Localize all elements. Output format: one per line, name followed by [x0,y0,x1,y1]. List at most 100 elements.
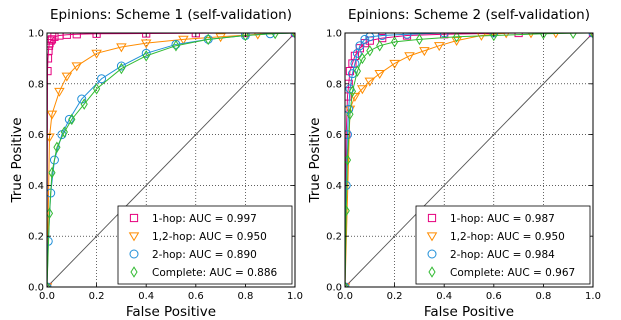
series-point-1 [91,49,102,59]
x-tick-label: 0.0 [337,291,353,302]
series-point-1 [404,52,415,62]
series-point-3 [47,281,51,287]
y-tick-label: 0.8 [28,79,44,90]
series-point-1 [54,87,65,97]
plot-area [47,33,295,287]
legend: 1-hop: AUC = 0.997 1,2-hop: AUC = 0.950 2-… [117,205,293,285]
series-point-1 [419,47,430,57]
legend-entry-1: 1,2-hop: AUC = 0.950 [450,231,565,243]
series-point-1 [503,33,510,39]
series-point-3 [345,281,349,287]
series-point-0 [514,33,523,38]
series-point-3 [93,83,101,95]
legend-marker-1 [426,232,438,242]
y-tick-label: 0.4 [326,181,342,192]
series-point-2 [350,58,360,68]
series-point-0 [345,92,352,101]
series-point-3 [539,33,547,40]
series-point-1 [71,62,83,72]
y-tick-label: 0.2 [28,232,44,243]
legend-entry-0: 1-hop: AUC = 0.987 [450,213,555,225]
y-tick-label: 0.6 [28,130,44,141]
y-axis-label: True Positive [307,117,323,203]
series-point-1 [61,72,73,82]
series-point-2 [360,34,370,44]
legend-entry-2: 2-hop: AUC = 0.984 [450,249,555,261]
legend: 1-hop: AUC = 0.987 1,2-hop: AUC = 0.950 2-… [415,205,591,285]
legend-entry-2: 2-hop: AUC = 0.890 [152,249,257,261]
legend-marker-2 [427,249,437,259]
x-tick-label: 0.6 [486,291,502,302]
series-point-0 [62,33,71,39]
series-point-3 [490,33,498,42]
legend-box [415,205,591,285]
series-point-3 [142,50,150,62]
series-point-2 [345,130,352,140]
x-tick-label: 0.6 [188,291,204,302]
legend-entry-3: Complete: AUC = 0.886 [152,267,278,279]
series-point-0 [142,33,151,38]
series-point-0 [92,33,101,38]
diagonal-line [46,32,296,288]
series-point-3 [376,39,384,52]
chart-title: Epinions: Scheme 2 (self-validation) [348,7,590,23]
series-point-1 [116,43,127,53]
series-point-3 [569,33,577,39]
series-point-3 [271,33,279,40]
axes-frame [344,32,594,288]
y-axis-label: True Positive [9,117,25,203]
legend-marker-0 [129,213,139,223]
series-point-3 [53,141,61,154]
series-point-1 [374,70,385,80]
series-point-2 [97,74,107,84]
series-point-1 [345,105,356,115]
series-point-2 [345,180,351,190]
series-point-1 [451,37,462,47]
series-point-3 [60,126,68,138]
x-tick-label: 0.8 [535,291,551,302]
legend-marker-3 [130,266,138,278]
series-point-1 [389,59,400,69]
diagonal-line [344,32,594,288]
series-point-1 [140,39,152,49]
series-line-3 [345,33,593,287]
series-point-3 [48,166,56,179]
series-point-0 [72,33,81,39]
series-point-3 [117,62,125,75]
chart-title: Epinions: Scheme 1 (self-validation) [50,7,292,23]
series-point-3 [80,98,88,110]
legend-entry-3: Complete: AUC = 0.967 [450,267,575,279]
series-point-1 [349,92,361,102]
x-tick-label: 0.2 [89,291,105,302]
series-point-1 [357,85,368,95]
legend-marker-3 [428,266,436,278]
series-point-3 [391,36,399,48]
x-tick-label: 0.0 [39,291,55,302]
x-axis-label: False Positive [126,304,216,320]
series-point-3 [358,52,366,65]
legend-entry-0: 1-hop: AUC = 0.997 [152,213,257,225]
series-point-3 [241,33,249,42]
series-point-3 [68,113,76,126]
series-point-3 [415,33,423,46]
series-point-3 [453,33,461,43]
series-point-3 [346,108,354,121]
series-point-2 [141,48,151,58]
series-line-1 [345,33,593,287]
series-point-3 [204,33,212,46]
y-tick-label: 0.6 [326,130,342,141]
series-point-3 [172,39,180,52]
x-tick-label: 0.8 [237,291,253,302]
series-line-1 [47,33,295,287]
series-line-3 [47,33,295,287]
y-tick-label: 1.0 [326,29,342,40]
series-point-3 [366,45,374,57]
x-tick-label: 1.0 [287,291,303,302]
legend-marker-1 [128,232,140,242]
legend-marker-0 [427,213,437,223]
series-point-1 [364,77,376,87]
series-point-3 [345,205,350,217]
y-tick-label: 0.4 [28,181,44,192]
y-tick-label: 0.0 [326,283,342,294]
plot-area [345,33,593,287]
